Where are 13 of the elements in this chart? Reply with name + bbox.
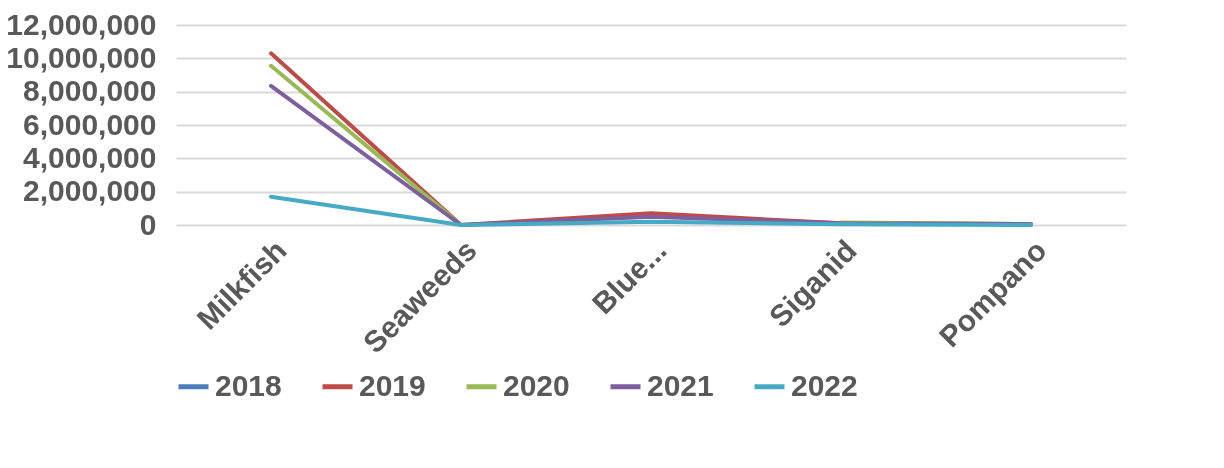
legend-label: 2021 (647, 368, 714, 402)
legend-label: 2019 (359, 368, 426, 402)
legend-label: 2022 (791, 368, 858, 402)
y-tick-label: 8,000,000 (23, 74, 157, 108)
y-tick-label: 6,000,000 (23, 107, 157, 141)
y-tick-label: 2,000,000 (23, 174, 157, 208)
y-tick-label: 10,000,000 (6, 40, 157, 74)
y-tick-label: 0 (139, 207, 157, 241)
y-tick-label: 4,000,000 (23, 140, 157, 174)
legend-label: 2020 (503, 368, 570, 402)
y-tick-label: 12,000,000 (6, 7, 157, 41)
legend-label: 2018 (215, 368, 282, 402)
line-series (269, 194, 1033, 227)
